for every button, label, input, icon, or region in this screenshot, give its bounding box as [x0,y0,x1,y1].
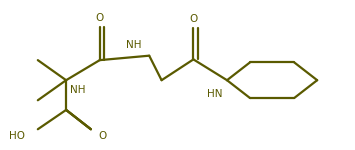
Text: O: O [189,14,197,24]
Text: NH: NH [126,40,141,50]
Text: O: O [98,131,106,141]
Text: HN: HN [207,89,222,99]
Text: HO: HO [9,131,25,141]
Text: O: O [95,13,104,23]
Text: NH: NH [70,85,86,95]
